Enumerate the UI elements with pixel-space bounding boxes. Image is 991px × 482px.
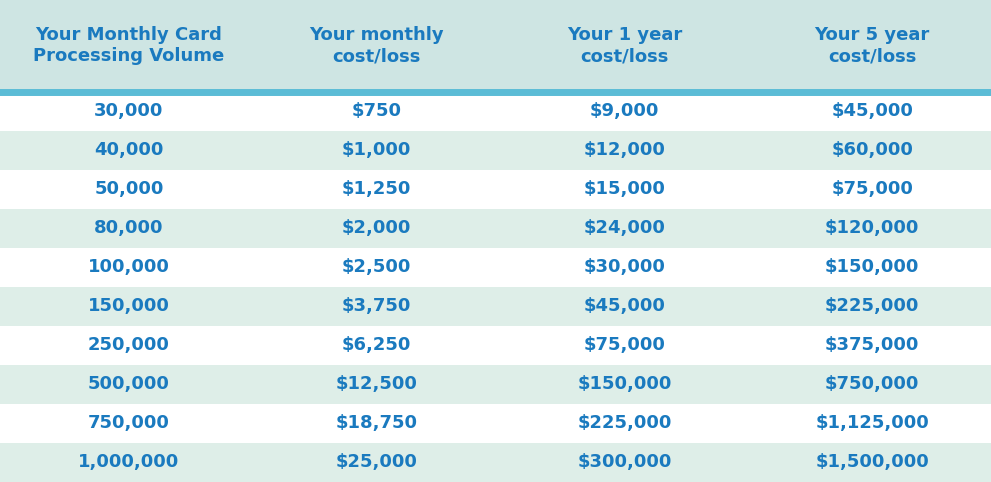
Text: 30,000: 30,000 (94, 102, 164, 120)
Text: 50,000: 50,000 (94, 180, 164, 198)
Text: $75,000: $75,000 (831, 180, 913, 198)
Text: $45,000: $45,000 (584, 297, 665, 315)
Text: $1,125,000: $1,125,000 (816, 415, 929, 432)
Text: 1,000,000: 1,000,000 (78, 454, 179, 471)
Text: $750,000: $750,000 (825, 375, 920, 393)
Text: Your 5 year
cost/loss: Your 5 year cost/loss (815, 27, 930, 65)
Text: $45,000: $45,000 (831, 102, 913, 120)
Text: $150,000: $150,000 (825, 258, 920, 276)
Text: Your Monthly Card
Processing Volume: Your Monthly Card Processing Volume (34, 27, 224, 65)
Text: $3,750: $3,750 (342, 297, 411, 315)
Text: $2,000: $2,000 (342, 219, 411, 237)
Text: Your 1 year
cost/loss: Your 1 year cost/loss (567, 27, 682, 65)
Bar (0, 131, 991, 170)
Text: $1,500,000: $1,500,000 (816, 454, 929, 471)
Text: $18,750: $18,750 (336, 415, 417, 432)
Text: $6,250: $6,250 (342, 336, 411, 354)
Text: 40,000: 40,000 (94, 141, 164, 159)
Text: 500,000: 500,000 (88, 375, 169, 393)
Text: $1,250: $1,250 (342, 180, 411, 198)
Text: $12,000: $12,000 (584, 141, 665, 159)
Text: $1,000: $1,000 (342, 141, 411, 159)
Bar (0, 443, 991, 482)
Text: Your monthly
cost/loss: Your monthly cost/loss (309, 27, 444, 65)
Bar (0, 92, 991, 131)
Text: $25,000: $25,000 (336, 454, 417, 471)
Text: $30,000: $30,000 (584, 258, 665, 276)
Text: $375,000: $375,000 (825, 336, 920, 354)
Bar (0, 170, 991, 209)
Text: $9,000: $9,000 (590, 102, 659, 120)
Text: $225,000: $225,000 (577, 415, 672, 432)
Text: 750,000: 750,000 (88, 415, 169, 432)
Text: $2,500: $2,500 (342, 258, 411, 276)
Text: $75,000: $75,000 (584, 336, 665, 354)
Text: $120,000: $120,000 (825, 219, 920, 237)
Text: $300,000: $300,000 (577, 454, 672, 471)
Text: $12,500: $12,500 (336, 375, 417, 393)
Bar (0, 365, 991, 404)
Text: $750: $750 (352, 102, 401, 120)
Bar (0, 248, 991, 287)
Text: $15,000: $15,000 (584, 180, 665, 198)
Text: 100,000: 100,000 (88, 258, 169, 276)
Bar (0, 287, 991, 326)
Text: 80,000: 80,000 (94, 219, 164, 237)
FancyBboxPatch shape (0, 0, 991, 99)
Text: $225,000: $225,000 (825, 297, 920, 315)
Text: $60,000: $60,000 (831, 141, 913, 159)
Text: 150,000: 150,000 (88, 297, 169, 315)
Bar (0, 326, 991, 365)
Bar (0, 404, 991, 443)
Text: $24,000: $24,000 (584, 219, 665, 237)
Text: $150,000: $150,000 (577, 375, 672, 393)
Text: 250,000: 250,000 (88, 336, 169, 354)
Bar (0, 209, 991, 248)
